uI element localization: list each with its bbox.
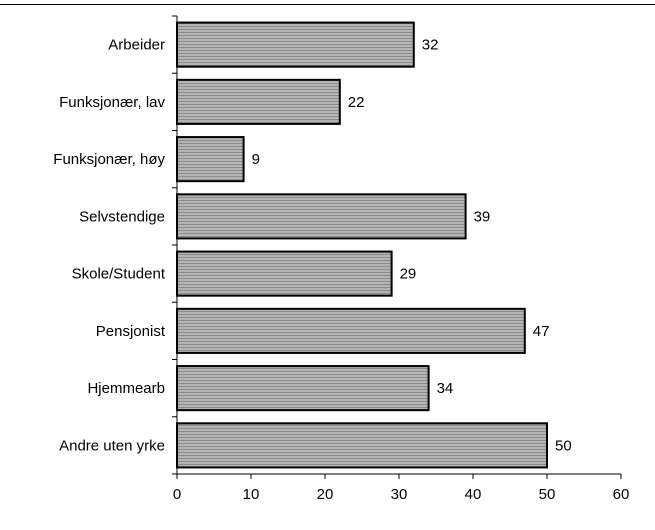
category-label: Andre uten yrke <box>59 437 165 454</box>
data-label: 50 <box>555 437 572 454</box>
bar <box>176 250 393 297</box>
data-label: 47 <box>533 323 550 340</box>
data-label: 32 <box>422 37 439 54</box>
data-label: 39 <box>474 208 491 225</box>
category-label: Funksjonær, lav <box>59 94 165 111</box>
x-tick-label: 60 <box>613 486 630 503</box>
x-tick-label: 40 <box>465 486 482 503</box>
x-tick-label: 0 <box>173 486 181 503</box>
top-rule <box>0 4 655 5</box>
bar <box>176 21 415 68</box>
bar <box>176 365 430 412</box>
bar <box>176 422 548 469</box>
bars <box>176 21 548 469</box>
data-label: 9 <box>252 151 260 168</box>
x-tick-label: 20 <box>317 486 334 503</box>
labels: Arbeider 32 Funksjonær, lav 22 Funksjonær, h… <box>53 37 571 455</box>
data-label: 22 <box>348 94 365 111</box>
x-tick-label: 50 <box>539 486 556 503</box>
bar <box>176 78 341 125</box>
category-label: Selvstendige <box>79 208 165 225</box>
category-label: Pensjonist <box>96 323 166 340</box>
category-label: Skole/Student <box>72 266 166 283</box>
category-label: Hjemmearb <box>87 380 165 397</box>
data-label: 29 <box>400 266 417 283</box>
data-label: 34 <box>437 380 454 397</box>
bar <box>176 307 526 354</box>
category-label: Arbeider <box>108 37 165 54</box>
x-tick-label: 10 <box>243 486 260 503</box>
bar <box>176 193 467 240</box>
category-label: Funksjonær, høy <box>53 151 165 168</box>
bar <box>176 136 245 183</box>
x-tick-label: 30 <box>391 486 408 503</box>
